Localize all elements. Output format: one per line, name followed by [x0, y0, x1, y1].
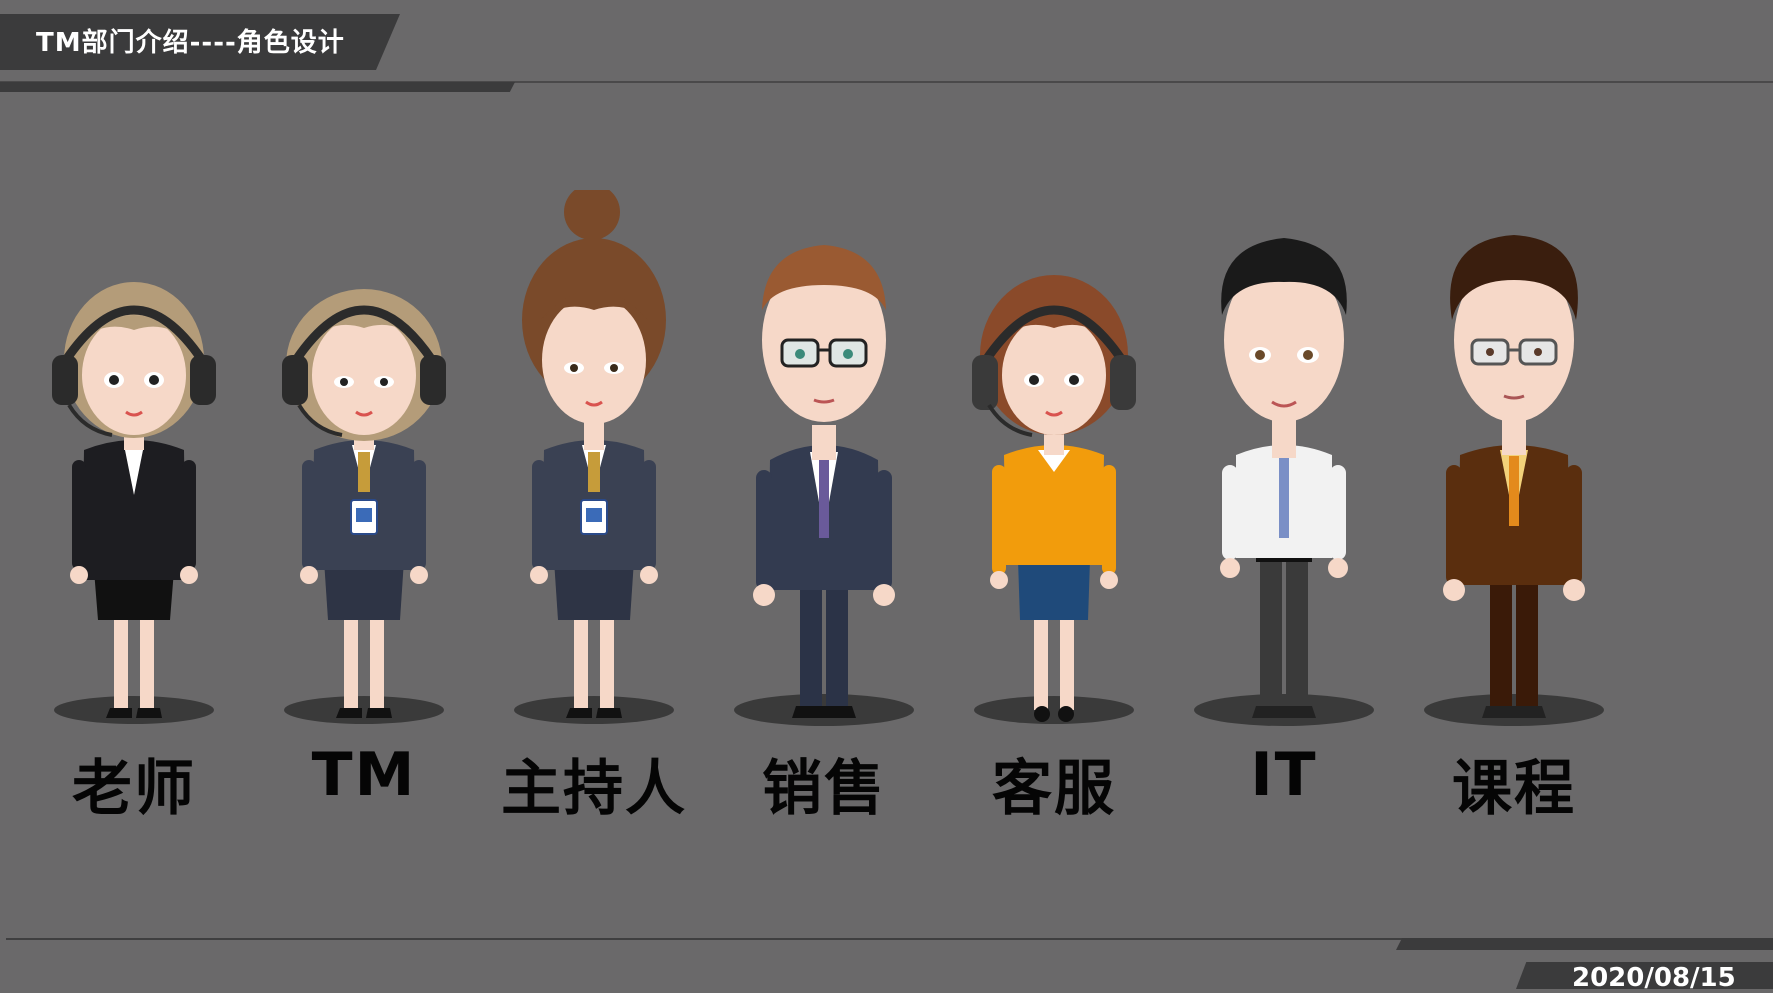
character-host	[474, 190, 714, 750]
character-it	[1164, 190, 1404, 750]
character-course	[1394, 190, 1634, 750]
character-host-illustration	[514, 190, 674, 724]
page-title: TM部门介绍----角色设计	[36, 28, 345, 58]
date-tab	[1516, 962, 1773, 989]
footer-date: 2020/08/15	[1572, 963, 1736, 993]
bottom-divider	[6, 938, 1773, 940]
character-customer-service-illustration	[972, 275, 1136, 724]
character-label-teacher: 老师	[72, 754, 196, 824]
title-tab	[0, 14, 400, 70]
character-course-illustration	[1424, 235, 1604, 726]
character-label-customer-service: 客服	[992, 754, 1116, 824]
character-it-illustration	[1194, 238, 1374, 726]
top-divider-accent	[0, 82, 515, 92]
character-tm-illustration	[282, 289, 446, 724]
character-sales-illustration	[734, 245, 914, 726]
character-tm	[244, 190, 484, 750]
character-label-tm: TM	[311, 740, 417, 810]
top-divider	[0, 81, 1773, 83]
character-teacher-illustration	[52, 282, 216, 724]
character-teacher	[14, 190, 254, 750]
character-label-course: 课程	[1452, 754, 1576, 824]
character-label-it: IT	[1250, 740, 1318, 810]
bottom-divider-accent	[1396, 938, 1773, 950]
character-label-host: 主持人	[501, 754, 687, 824]
character-sales	[704, 190, 944, 750]
character-customer-service	[934, 190, 1174, 750]
character-label-sales: 销售	[762, 754, 886, 824]
